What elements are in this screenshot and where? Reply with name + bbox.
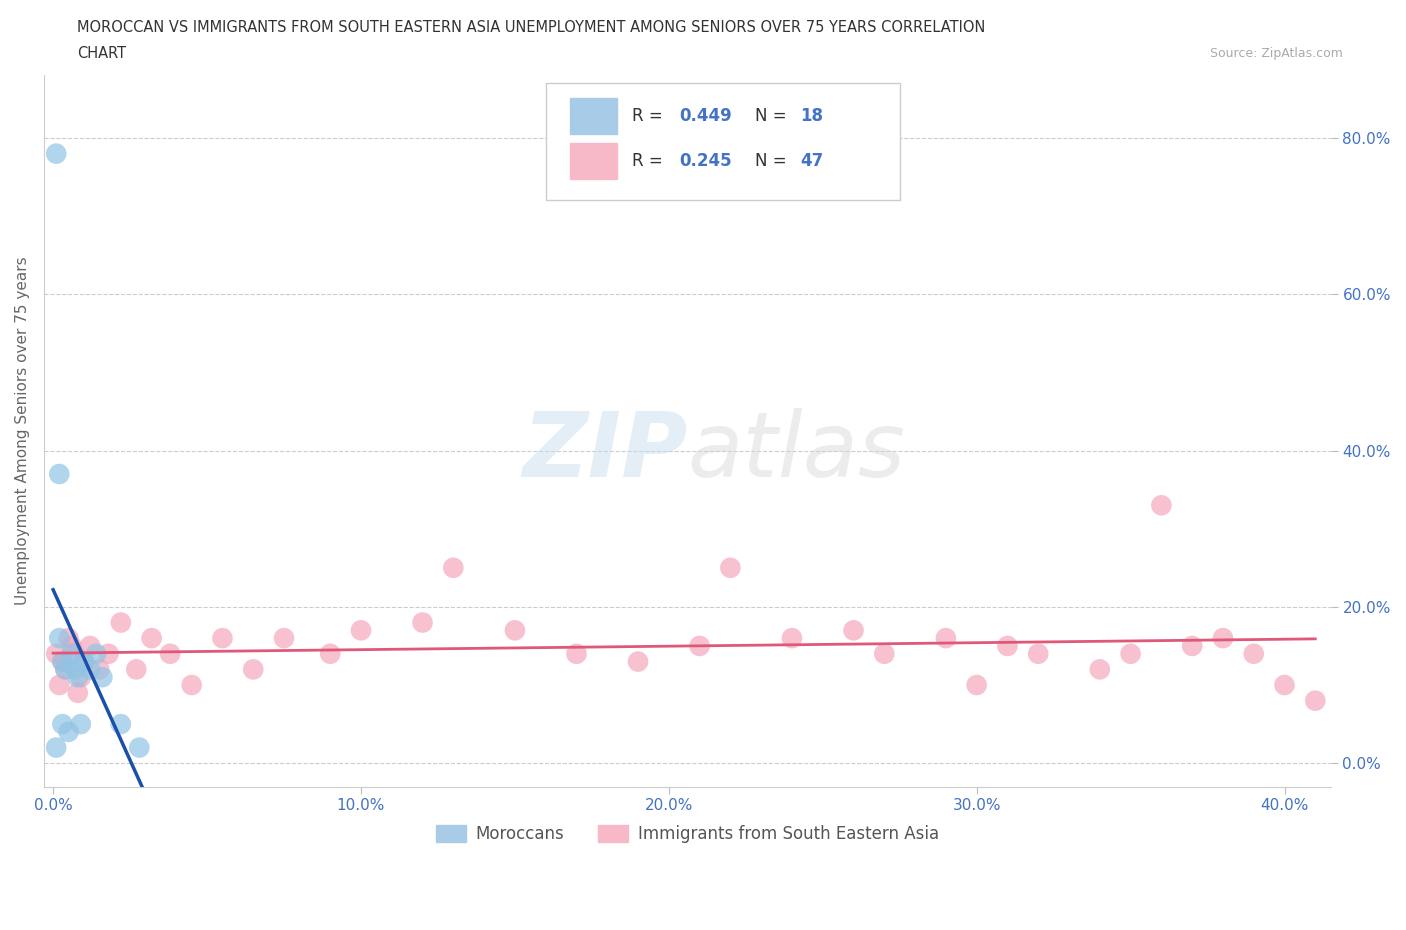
Point <box>63 646 86 661</box>
Text: N =: N = <box>755 152 793 170</box>
Point <box>1303 693 1326 708</box>
Point <box>48 631 70 645</box>
Text: N =: N = <box>755 107 793 125</box>
Text: MOROCCAN VS IMMIGRANTS FROM SOUTH EASTERN ASIA UNEMPLOYMENT AMONG SENIORS OVER 7: MOROCCAN VS IMMIGRANTS FROM SOUTH EASTER… <box>77 20 986 35</box>
Point <box>60 639 83 654</box>
Point <box>69 670 91 684</box>
Point <box>319 646 342 661</box>
Point <box>242 662 264 677</box>
Point <box>45 646 67 661</box>
Point <box>69 717 91 732</box>
Point <box>63 662 86 677</box>
Point <box>110 615 132 630</box>
Point <box>1274 678 1296 693</box>
Point <box>350 623 373 638</box>
Point <box>91 670 114 684</box>
Point <box>689 639 711 654</box>
Point <box>79 662 101 677</box>
Text: ZIP: ZIP <box>522 408 688 497</box>
Point <box>58 631 80 645</box>
Text: R =: R = <box>631 107 668 125</box>
Point <box>159 646 181 661</box>
Point <box>110 717 132 732</box>
Point <box>1243 646 1265 661</box>
Point <box>60 646 83 661</box>
Point <box>842 623 865 638</box>
Point <box>45 146 67 161</box>
Point <box>51 654 73 669</box>
Point <box>180 678 202 693</box>
Point <box>128 740 150 755</box>
Text: 18: 18 <box>800 107 824 125</box>
Text: 0.245: 0.245 <box>679 152 733 170</box>
Point <box>211 631 233 645</box>
Point <box>48 467 70 482</box>
Y-axis label: Unemployment Among Seniors over 75 years: Unemployment Among Seniors over 75 years <box>15 257 30 605</box>
Point <box>73 654 96 669</box>
Point <box>89 662 111 677</box>
Point <box>51 717 73 732</box>
Point <box>627 654 650 669</box>
Text: atlas: atlas <box>688 408 905 497</box>
Point <box>55 662 77 677</box>
Point <box>66 685 89 700</box>
Point <box>1212 631 1234 645</box>
Point <box>97 646 120 661</box>
Point <box>48 678 70 693</box>
Point <box>966 678 988 693</box>
Point <box>84 646 107 661</box>
Point <box>79 639 101 654</box>
Point <box>997 639 1019 654</box>
Point <box>66 670 89 684</box>
Point <box>412 615 434 630</box>
Point <box>1150 498 1173 512</box>
Text: Source: ZipAtlas.com: Source: ZipAtlas.com <box>1209 46 1343 60</box>
Point <box>273 631 295 645</box>
Point <box>73 654 96 669</box>
Point <box>51 654 73 669</box>
Text: 0.449: 0.449 <box>679 107 733 125</box>
Point <box>935 631 957 645</box>
Point <box>1119 646 1142 661</box>
Point <box>780 631 803 645</box>
Point <box>45 740 67 755</box>
FancyBboxPatch shape <box>571 143 616 179</box>
Point <box>503 623 526 638</box>
Point <box>55 662 77 677</box>
Text: 47: 47 <box>800 152 824 170</box>
Legend: Moroccans, Immigrants from South Eastern Asia: Moroccans, Immigrants from South Eastern… <box>429 817 946 849</box>
Text: R =: R = <box>631 152 668 170</box>
Point <box>873 646 896 661</box>
Text: CHART: CHART <box>77 46 127 61</box>
FancyBboxPatch shape <box>571 99 616 134</box>
FancyBboxPatch shape <box>546 83 900 200</box>
Point <box>1181 639 1204 654</box>
Point <box>441 561 464 576</box>
Point <box>718 561 741 576</box>
Point <box>125 662 148 677</box>
Point <box>565 646 588 661</box>
Point <box>58 724 80 739</box>
Point <box>1026 646 1049 661</box>
Point <box>141 631 163 645</box>
Point <box>1088 662 1111 677</box>
